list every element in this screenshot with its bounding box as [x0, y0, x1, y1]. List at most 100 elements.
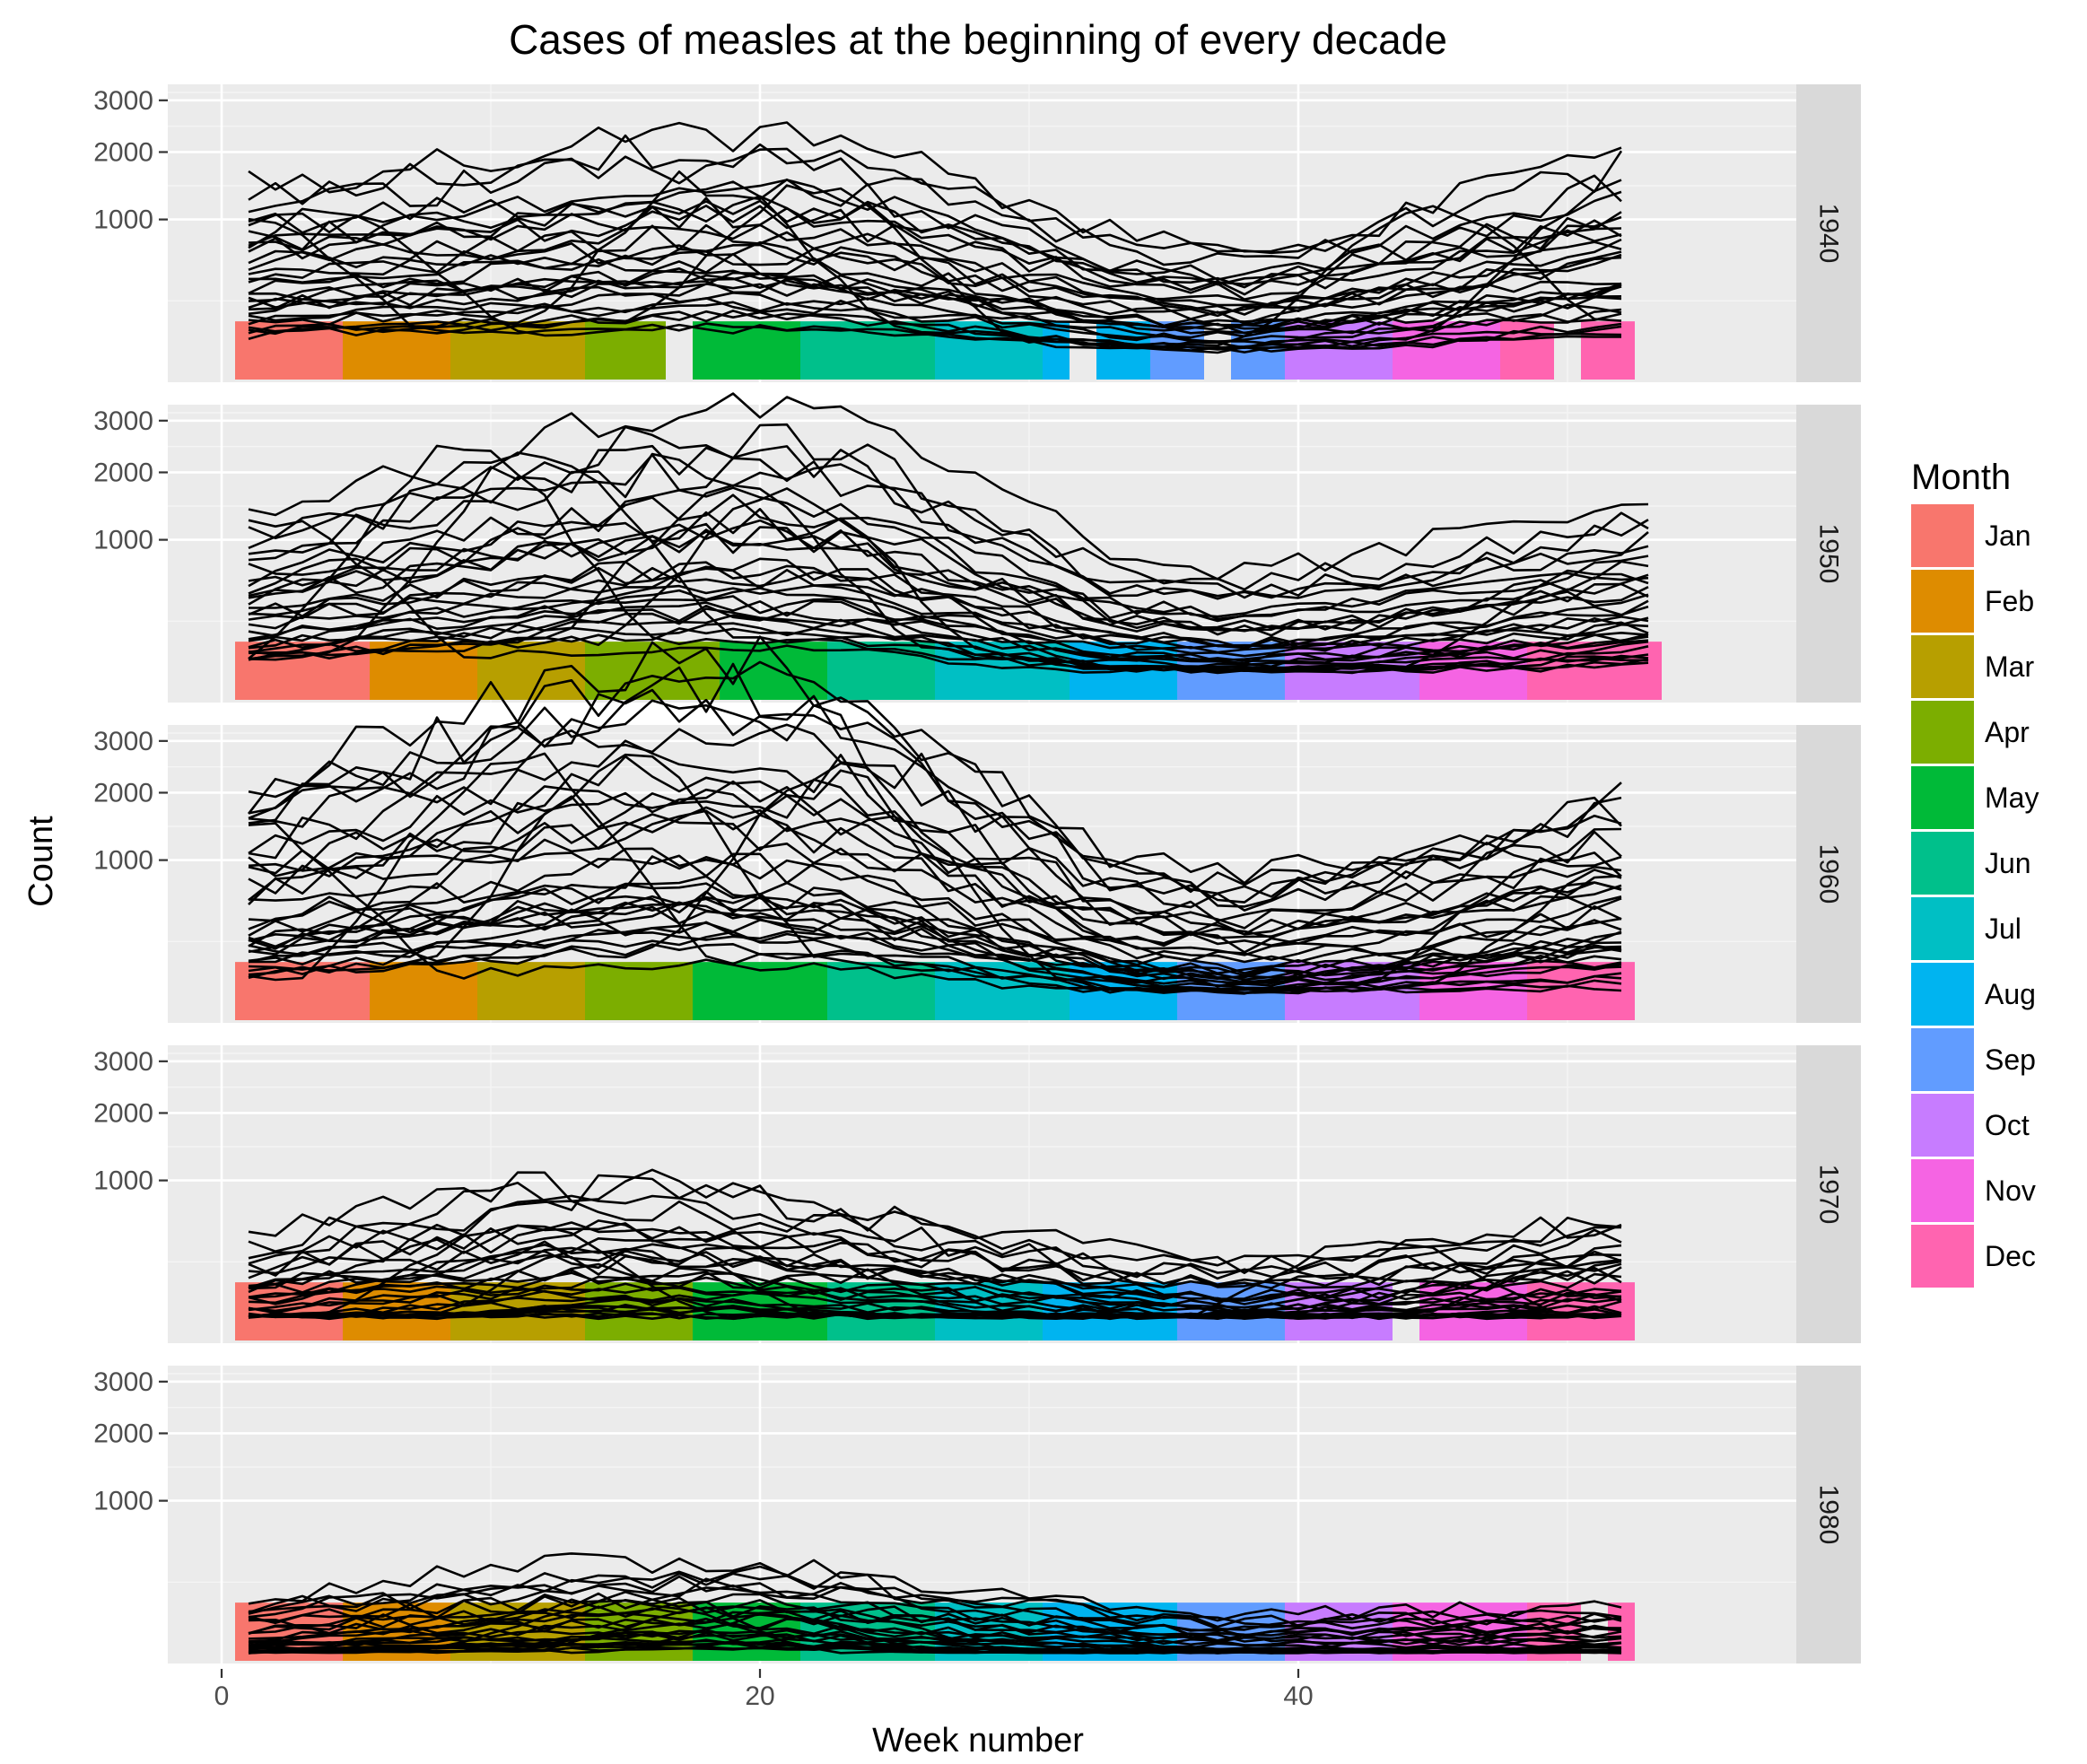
legend-swatch-dec: [1911, 1225, 1974, 1288]
legend-swatch-oct: [1911, 1094, 1974, 1157]
series-line: [248, 297, 1622, 344]
legend-swatch-aug: [1911, 963, 1974, 1026]
series-line: [248, 1622, 1622, 1650]
series-line: [248, 813, 1622, 947]
series-line: [248, 881, 1622, 974]
y-tick-label: 1000: [93, 1166, 153, 1196]
series-line: [248, 822, 1622, 995]
month-bar-nov: [1393, 321, 1500, 380]
series-line: [248, 855, 1622, 964]
legend-label-jul: Jul: [1985, 913, 2022, 945]
series-line: [248, 1605, 1622, 1643]
series-line: [248, 762, 1622, 994]
y-tick-label: 3000: [93, 1367, 153, 1397]
x-axis: 0 20 40: [214, 1669, 1314, 1711]
facet-label-1940: 1940: [1814, 204, 1844, 264]
series-line: [248, 486, 1649, 618]
y-tick-label: 3000: [93, 1047, 153, 1077]
series-line: [248, 269, 1622, 327]
series-line: [248, 179, 1622, 350]
y-tick-label: 2000: [93, 1098, 153, 1128]
series-line: [248, 788, 1622, 939]
series-line: [248, 205, 1622, 301]
series-line: [247, 662, 1622, 898]
series-line: [248, 519, 1649, 675]
series-line: [248, 291, 1622, 339]
legend-swatch-feb: [1911, 570, 1974, 633]
facet-panel-1980: 1000 2000 3000 1980: [93, 1366, 1861, 1664]
facet-strip: [1796, 1045, 1861, 1343]
facet-label-1950: 1950: [1814, 524, 1844, 584]
series-line: [248, 809, 1622, 954]
series-line: [248, 1200, 1622, 1280]
legend-label-mar: Mar: [1985, 651, 2034, 683]
series-line: [248, 266, 1622, 327]
series-line: [248, 121, 1622, 255]
legend-title: Month: [1911, 458, 2011, 497]
y-tick-label: 2000: [93, 137, 153, 167]
legend-label-sep: Sep: [1985, 1044, 2036, 1076]
series-line: [248, 587, 1649, 658]
series-line: [248, 599, 1649, 665]
series-line: [248, 147, 1622, 266]
facet-panel-1940: 1000 2000 3000 1940: [93, 84, 1861, 382]
legend-swatch-jul: [1911, 897, 1974, 960]
legend-label-jan: Jan: [1985, 520, 2031, 552]
y-tick-label: 1000: [93, 846, 153, 876]
legend-swatch-may: [1911, 766, 1974, 829]
legend-label-aug: Aug: [1985, 978, 2036, 1010]
series-line: [248, 519, 1649, 631]
series-line: [248, 921, 1622, 988]
series-line: [248, 301, 1622, 345]
series-line: [248, 530, 1649, 633]
legend-label-nov: Nov: [1985, 1175, 2036, 1207]
y-tick-label: 3000: [93, 727, 153, 756]
series-line: [248, 1275, 1622, 1315]
series-line: [248, 869, 1622, 991]
series-line: [248, 584, 1649, 654]
series-line: [248, 252, 1622, 325]
series-line: [248, 723, 1622, 912]
series-line: [248, 444, 1649, 599]
series-line: [248, 243, 1622, 314]
series-line: [248, 170, 1622, 281]
series-line: [248, 223, 1622, 307]
series-line: [248, 1289, 1622, 1320]
month-bar-jan: [235, 962, 370, 1020]
series-line: [248, 1222, 1622, 1289]
x-tick-label: 40: [1283, 1681, 1313, 1711]
chart-title: Cases of measles at the beginning of eve…: [509, 16, 1447, 63]
facet-strip: [1796, 725, 1861, 1023]
facet-strip: [1796, 1366, 1861, 1664]
month-bar-apr: [585, 962, 693, 1020]
facet-label-1970: 1970: [1814, 1165, 1844, 1225]
y-tick-label: 1000: [93, 1487, 153, 1516]
series-line: [248, 1246, 1622, 1306]
series-line: [248, 1194, 1622, 1280]
series-line: [248, 1611, 1622, 1643]
legend: Month Jan Feb Mar Apr May Jun Jul Aug Sep Oct Nov De…: [1911, 458, 2039, 1288]
y-tick-label: 1000: [93, 205, 153, 235]
legend-label-apr: Apr: [1985, 716, 2030, 748]
legend-label-feb: Feb: [1985, 585, 2034, 617]
series-line: [248, 1174, 1622, 1274]
legend-label-jun: Jun: [1985, 847, 2031, 879]
series-line: [248, 739, 1622, 922]
legend-swatch-sep: [1911, 1028, 1974, 1091]
series-line: [248, 452, 1649, 599]
series-line: [248, 1221, 1622, 1288]
series-line: [248, 522, 1649, 632]
facet-panel-1970: 1000 2000 3000 1970: [93, 1045, 1861, 1343]
x-tick-label: 0: [214, 1681, 230, 1711]
y-tick-label: 2000: [93, 1419, 153, 1448]
facet-panel-1950: 1000 2000 3000 1950: [93, 392, 1861, 703]
series-line: [248, 604, 1649, 664]
y-axis-title: Count: [22, 816, 60, 907]
legend-swatch-nov: [1911, 1159, 1974, 1222]
series-line: [248, 195, 1622, 289]
series-line: [248, 223, 1622, 307]
series-line: [248, 453, 1649, 600]
series-line: [248, 688, 1622, 908]
x-tick-label: 20: [745, 1681, 774, 1711]
